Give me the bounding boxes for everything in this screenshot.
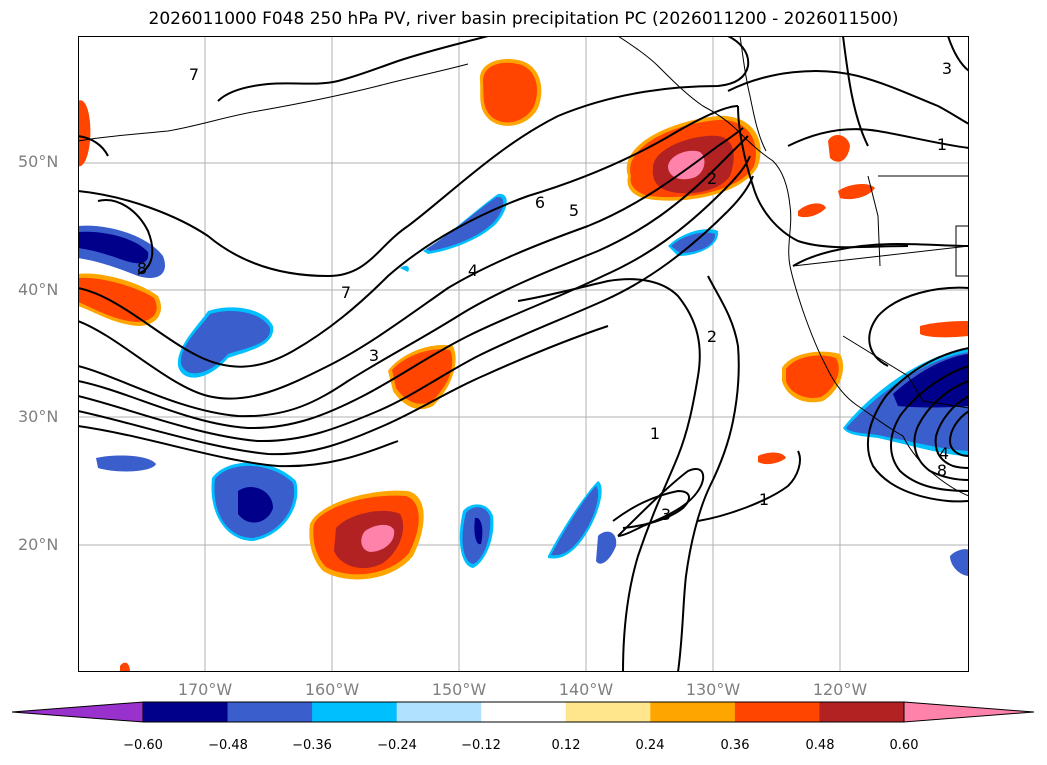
contour-label: 3	[661, 505, 671, 524]
colorbar-tick: 0.60	[889, 738, 919, 753]
colorbar-segment	[312, 702, 398, 722]
lon-label-140w: 140°W	[558, 680, 614, 699]
contour-label: 5	[569, 201, 579, 220]
contour-label: 8	[937, 461, 947, 480]
contour-label: 1	[937, 135, 947, 154]
colorbar	[12, 701, 1035, 723]
contour-labels: 7 8 6 5 4 7 3 2 2 1 3 1 3 1 4 8	[137, 59, 952, 524]
colorbar-tick: 0.48	[805, 738, 835, 753]
negative-precip-anomaly	[78, 193, 969, 576]
colorbar-tick: −0.36	[292, 738, 332, 753]
colorbar-tick: −0.24	[377, 738, 417, 753]
colorbar-segment	[819, 702, 905, 722]
contour-label: 6	[535, 193, 545, 212]
lon-label-160w: 160°W	[304, 680, 360, 699]
colorbar-segment	[650, 702, 736, 722]
lat-label-50n: 50°N	[18, 152, 59, 171]
contour-label: 1	[759, 490, 769, 509]
map-frame	[78, 36, 969, 672]
colorbar-tick: −0.60	[123, 738, 163, 753]
lat-label-20n: 20°N	[18, 535, 59, 554]
lon-label-150w: 150°W	[431, 680, 487, 699]
contour-label: 2	[707, 327, 717, 346]
contour-label: 7	[189, 65, 199, 84]
colorbar-tick: 0.36	[720, 738, 750, 753]
lat-label-30n: 30°N	[18, 407, 59, 426]
colorbar-segment	[396, 702, 482, 722]
pv-contours	[78, 36, 969, 672]
contour-label: 4	[468, 261, 478, 280]
colorbar-tick: 0.24	[635, 738, 665, 753]
lat-label-40n: 40°N	[18, 280, 59, 299]
colorbar-extend-low	[12, 702, 143, 722]
colorbar-tick: −0.12	[461, 738, 501, 753]
colorbar-segment	[565, 702, 651, 722]
contour-label: 8	[137, 259, 147, 278]
contour-label: 7	[341, 283, 351, 302]
lon-label-120w: 120°W	[812, 680, 868, 699]
colorbar-segment	[481, 702, 567, 722]
lon-label-170w: 170°W	[177, 680, 233, 699]
contour-label: 1	[650, 424, 660, 443]
colorbar-segment	[143, 702, 229, 722]
colorbar-segment	[227, 702, 313, 722]
contour-label: 3	[369, 346, 379, 365]
contour-label: 4	[939, 444, 949, 463]
colorbar-tick: 0.12	[551, 738, 581, 753]
colorbar-extend-high	[904, 702, 1034, 722]
colorbar-segment	[734, 702, 820, 722]
lon-label-130w: 130°W	[685, 680, 741, 699]
map-panel: 7 8 6 5 4 7 3 2 2 1 3 1 3 1 4 8	[78, 36, 969, 672]
map-title: 2026011000 F048 250 hPa PV, river basin …	[148, 9, 899, 29]
contour-label: 2	[707, 169, 717, 188]
contour-label: 3	[942, 59, 952, 78]
colorbar-tick: −0.48	[208, 738, 248, 753]
